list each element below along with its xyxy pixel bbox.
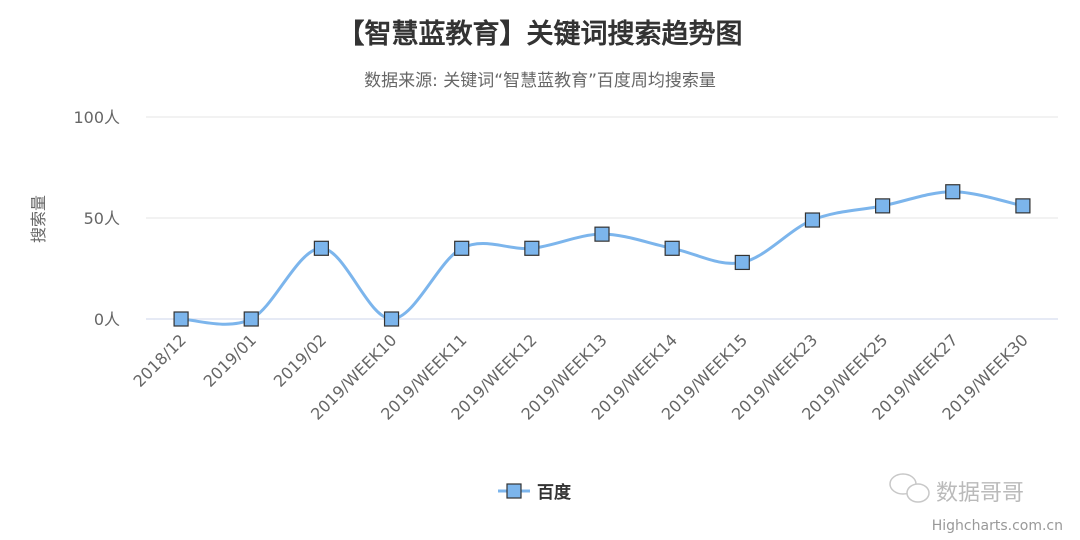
data-point-2019-week10[interactable]	[383, 311, 400, 327]
data-point-2019-week27[interactable]	[945, 184, 961, 200]
x-axis-ticks: 2018/12 2019/01 2019/022019/WEEK102019/WEE…	[129, 330, 1031, 423]
chart-title: 【智慧蓝教育】关键词搜索趋势图	[338, 18, 743, 50]
data-point-2019-02[interactable]	[313, 240, 329, 256]
y-tick-label: 100人	[73, 108, 120, 127]
data-point-2018-12[interactable]	[173, 311, 189, 327]
data-point-2019-week12[interactable]	[524, 240, 540, 256]
x-tick-label: 2018/12	[129, 330, 189, 390]
x-tick-label: 2019/02	[270, 330, 330, 390]
data-point-2019-week23[interactable]	[804, 212, 821, 228]
y-axis-label: 搜索量	[29, 195, 48, 243]
data-point-2019-01[interactable]	[243, 311, 259, 327]
legend-label: 百度	[537, 482, 572, 503]
series-markers	[173, 184, 1031, 327]
data-point-2019-week30[interactable]	[1015, 198, 1031, 214]
y-tick-label: 0人	[94, 310, 120, 329]
wechat-icon	[889, 473, 930, 503]
y-tick-label: 50人	[84, 209, 120, 228]
credits-link[interactable]: Highcharts.com.cn	[932, 518, 1063, 534]
data-point-2019-week14[interactable]	[664, 240, 680, 256]
data-point-2019-week11[interactable]	[454, 240, 470, 256]
y-axis-ticks: 0人 50人 100人	[73, 108, 120, 329]
watermark: 数据哥哥	[889, 473, 1024, 506]
chart-subtitle: 数据来源: 关键词“智慧蓝教育”百度周均搜索量	[364, 71, 716, 91]
x-tick-label: 2019/01	[200, 330, 260, 390]
legend-item-baidu[interactable]: 百度	[498, 482, 572, 503]
data-point-2019-week13[interactable]	[594, 226, 610, 242]
series-line-baidu	[180, 190, 1024, 326]
data-point-2019-week15[interactable]	[734, 254, 750, 271]
watermark-text: 数据哥哥	[936, 481, 1024, 506]
legend-square-icon	[506, 483, 522, 499]
grid	[146, 116, 1058, 320]
data-point-2019-week25[interactable]	[875, 198, 891, 214]
